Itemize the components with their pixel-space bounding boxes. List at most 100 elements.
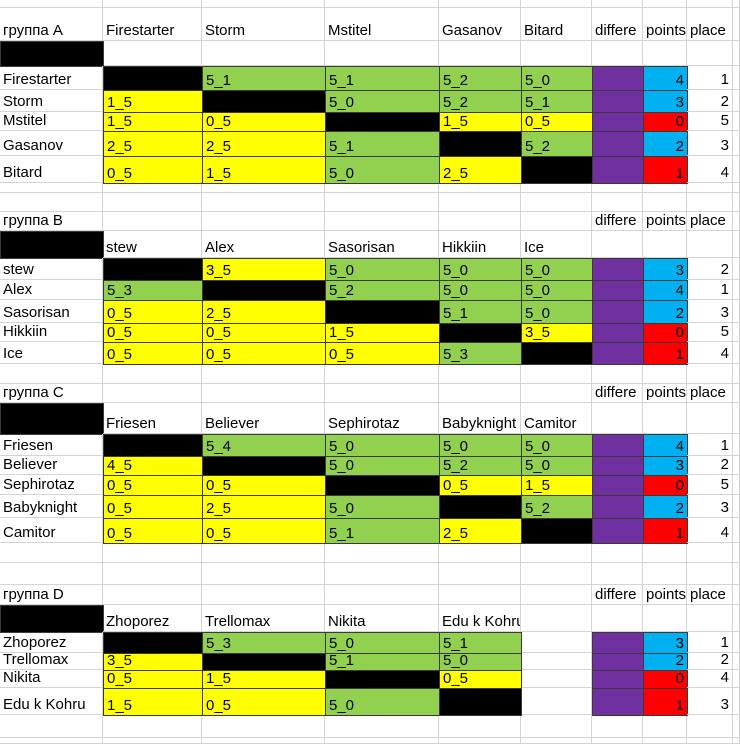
- grid-cell: [733, 131, 740, 156]
- player-header: Trellomax: [202, 605, 325, 632]
- score-cell: 1_5: [439, 112, 522, 132]
- grid-cell: [325, 0, 439, 8]
- player-name: Edu k Kohru: [0, 688, 103, 715]
- place-cell: 2: [687, 258, 733, 280]
- diagonal-cell: [325, 300, 440, 324]
- score-cell: 5_4: [202, 434, 326, 457]
- column-header: differe: [592, 384, 643, 403]
- grid-cell: [521, 212, 592, 231]
- score-cell: 5_0: [521, 66, 593, 91]
- place-cell: 4: [687, 156, 733, 183]
- player-header: Mstitel: [325, 8, 439, 41]
- difference-cell: [592, 258, 644, 281]
- grid-cell: [202, 384, 325, 403]
- grid-cell: [733, 653, 740, 670]
- difference-cell: [592, 495, 644, 519]
- score-cell: 5_0: [521, 258, 593, 281]
- grid-cell: [592, 605, 643, 632]
- score-cell: 5_0: [439, 653, 522, 671]
- grid-cell: [103, 715, 202, 738]
- score-cell: 2_5: [202, 131, 326, 157]
- grid-cell: [643, 193, 687, 212]
- grid-cell: [733, 8, 740, 41]
- grid-cell: [439, 193, 521, 212]
- points-cell: 3: [643, 258, 688, 281]
- grid-cell: [733, 495, 740, 518]
- grid-cell: [439, 384, 521, 403]
- grid-cell: [439, 543, 521, 563]
- grid-cell: [733, 434, 740, 456]
- player-name: stew: [0, 258, 103, 280]
- score-cell: 0_5: [103, 518, 203, 544]
- points-cell: 3: [643, 456, 688, 476]
- player-header: Firestarter: [103, 8, 202, 41]
- grid-cell: [733, 90, 740, 112]
- grid-cell: [687, 364, 733, 384]
- grid-cell: [643, 605, 687, 632]
- score-cell: 5_0: [325, 688, 440, 716]
- score-cell: 5_0: [521, 300, 593, 324]
- grid-cell: [325, 563, 439, 585]
- difference-cell: [592, 323, 644, 343]
- grid-cell: [687, 231, 733, 258]
- player-name: Trellomax: [0, 653, 103, 670]
- difference-cell: [592, 66, 644, 91]
- place-cell: 1: [687, 632, 733, 653]
- grid-cell: [0, 543, 103, 563]
- player-header: Babyknight: [439, 403, 521, 434]
- grid-cell: [521, 670, 592, 688]
- grid-cell: [521, 653, 592, 670]
- place-cell: 3: [687, 688, 733, 715]
- grid-cell: [0, 563, 103, 585]
- grid-cell: [521, 715, 592, 738]
- score-cell: 2_5: [202, 300, 326, 324]
- place-cell: 1: [687, 280, 733, 300]
- difference-cell: [592, 653, 644, 671]
- grid-cell: [687, 715, 733, 738]
- grid-cell: [521, 738, 592, 744]
- grid-cell: [202, 364, 325, 384]
- grid-cell: [103, 364, 202, 384]
- grid-cell: [733, 280, 740, 300]
- grid-cell: [592, 41, 643, 66]
- grid-cell: [521, 585, 592, 605]
- grid-cell: [0, 364, 103, 384]
- grid-cell: [643, 715, 687, 738]
- column-header: differe: [592, 212, 643, 231]
- grid-cell: [592, 715, 643, 738]
- column-header: place: [687, 384, 733, 403]
- grid-cell: [733, 403, 740, 434]
- difference-cell: [592, 300, 644, 324]
- grid-cell: [0, 738, 103, 744]
- score-cell: 5_0: [325, 495, 440, 519]
- grid-cell: [733, 738, 740, 744]
- score-cell: 0_5: [103, 475, 203, 496]
- score-cell: 5_0: [325, 258, 440, 281]
- grid-cell: [439, 738, 521, 744]
- grid-cell: [733, 670, 740, 688]
- grid-cell: [103, 563, 202, 585]
- difference-cell: [592, 670, 644, 689]
- player-header: Friesen: [103, 403, 202, 434]
- score-cell: 2_5: [103, 131, 203, 157]
- grid-cell: [439, 563, 521, 585]
- points-cell: 1: [643, 156, 688, 184]
- score-cell: 5_1: [325, 518, 440, 544]
- place-cell: 3: [687, 495, 733, 518]
- place-cell: 4: [687, 670, 733, 688]
- grid-cell: [521, 364, 592, 384]
- diagonal-cell: [325, 475, 440, 496]
- place-cell: 1: [687, 66, 733, 90]
- grid-cell: [643, 563, 687, 585]
- points-cell: 3: [643, 632, 688, 654]
- grid-cell: [202, 585, 325, 605]
- grid-cell: [325, 183, 439, 193]
- player-name: Sephirotaz: [0, 475, 103, 495]
- grid-cell: [592, 193, 643, 212]
- score-cell: 5_1: [439, 300, 522, 324]
- grid-cell: [643, 738, 687, 744]
- points-cell: 0: [643, 670, 688, 689]
- grid-cell: [687, 41, 733, 66]
- place-cell: 4: [687, 518, 733, 543]
